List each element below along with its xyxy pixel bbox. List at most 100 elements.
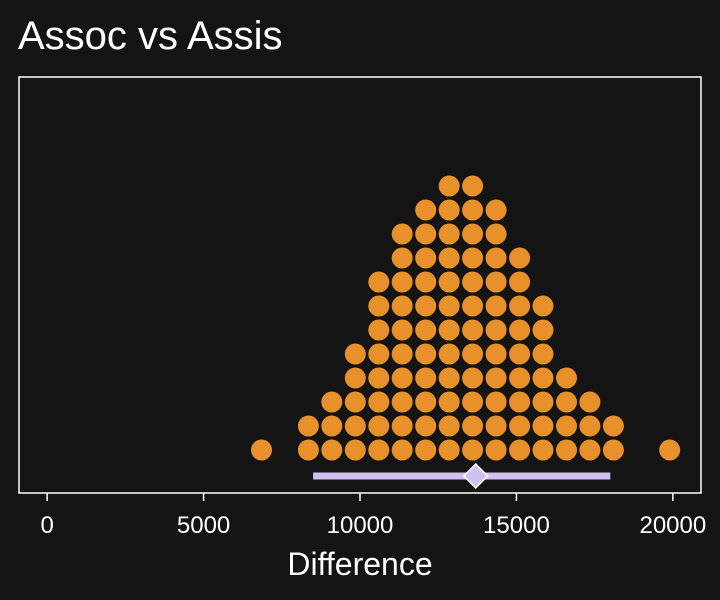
- dot-point: [321, 415, 343, 437]
- dot-point: [415, 295, 437, 317]
- dot-point: [368, 367, 390, 389]
- dot-point: [297, 439, 319, 461]
- dot-point: [532, 295, 554, 317]
- dot-point: [415, 199, 437, 221]
- dot-point: [485, 415, 507, 437]
- dot-point: [462, 391, 484, 413]
- dot-point: [415, 439, 437, 461]
- dot-point: [415, 415, 437, 437]
- dot-point: [509, 343, 531, 365]
- dot-point: [438, 199, 460, 221]
- dot-point: [415, 319, 437, 341]
- interval-layer: [313, 462, 611, 490]
- dot-point: [391, 343, 413, 365]
- dot-point: [579, 415, 601, 437]
- x-axis-title: Difference: [287, 546, 432, 582]
- dot-point: [462, 439, 484, 461]
- dot-point: [532, 343, 554, 365]
- dot-point: [532, 391, 554, 413]
- dot-point: [438, 247, 460, 269]
- x-tick-label: 0: [40, 512, 53, 539]
- dot-point: [368, 271, 390, 293]
- dot-point: [462, 247, 484, 269]
- dot-point: [485, 271, 507, 293]
- dot-point: [438, 175, 460, 197]
- dot-point: [438, 415, 460, 437]
- x-tick-label: 5000: [177, 512, 230, 539]
- dot-point: [532, 319, 554, 341]
- x-axis: 0 5000 10000 15000 20000: [40, 493, 706, 539]
- dot-point: [485, 295, 507, 317]
- dot-point: [391, 415, 413, 437]
- dot-point: [344, 367, 366, 389]
- dot-point: [391, 223, 413, 245]
- dot-point: [462, 175, 484, 197]
- dot-point: [485, 391, 507, 413]
- dot-point: [485, 319, 507, 341]
- dot-point: [438, 319, 460, 341]
- dot-point: [602, 439, 624, 461]
- dot-point: [344, 415, 366, 437]
- dot-point: [579, 439, 601, 461]
- x-tick-label: 10000: [327, 512, 394, 539]
- dot-point: [509, 295, 531, 317]
- dot-point: [391, 439, 413, 461]
- dot-point: [368, 343, 390, 365]
- dot-point: [438, 367, 460, 389]
- dot-point: [321, 439, 343, 461]
- dot-point: [532, 415, 554, 437]
- dot-point: [391, 391, 413, 413]
- x-tick-label: 15000: [483, 512, 550, 539]
- dot-point: [556, 391, 577, 413]
- chart-title: Assoc vs Assis: [18, 14, 283, 58]
- dot-point: [556, 367, 577, 389]
- dot-point: [297, 415, 319, 437]
- dot-point: [438, 391, 460, 413]
- dot-point: [532, 439, 554, 461]
- dot-point: [344, 343, 366, 365]
- dot-point: [415, 343, 437, 365]
- dot-point: [462, 319, 484, 341]
- dot-point: [485, 199, 507, 221]
- dot-point: [438, 343, 460, 365]
- dot-point: [391, 247, 413, 269]
- dot-point: [485, 367, 507, 389]
- dot-point: [438, 223, 460, 245]
- dot-point: [509, 271, 531, 293]
- dot-point: [462, 367, 484, 389]
- dot-point: [344, 391, 366, 413]
- dot-point: [368, 439, 390, 461]
- dot-point: [602, 415, 624, 437]
- dot-point: [509, 439, 531, 461]
- dot-point: [391, 295, 413, 317]
- dot-point: [438, 271, 460, 293]
- dot-point: [509, 247, 531, 269]
- dot-point: [659, 439, 681, 461]
- dot-point: [556, 439, 577, 461]
- dot-point: [391, 271, 413, 293]
- dot-point: [485, 223, 507, 245]
- dot-point: [462, 343, 484, 365]
- dot-point: [415, 367, 437, 389]
- dot-point: [438, 295, 460, 317]
- dot-point: [415, 391, 437, 413]
- dot-point: [485, 439, 507, 461]
- dot-point: [462, 199, 484, 221]
- dot-point: [368, 391, 390, 413]
- dot-point: [462, 295, 484, 317]
- dot-point: [485, 247, 507, 269]
- dot-point: [415, 271, 437, 293]
- dot-point: [368, 295, 390, 317]
- point-estimate-diamond: [462, 462, 489, 490]
- dot-point: [509, 415, 531, 437]
- dot-point: [485, 343, 507, 365]
- dot-point: [344, 439, 366, 461]
- dot-point: [368, 319, 390, 341]
- dot-point: [368, 415, 390, 437]
- dot-point: [321, 391, 343, 413]
- x-tick-label: 20000: [639, 512, 706, 539]
- dot-point: [438, 439, 460, 461]
- dot-point: [509, 391, 531, 413]
- dot-point: [556, 415, 577, 437]
- dot-point: [462, 223, 484, 245]
